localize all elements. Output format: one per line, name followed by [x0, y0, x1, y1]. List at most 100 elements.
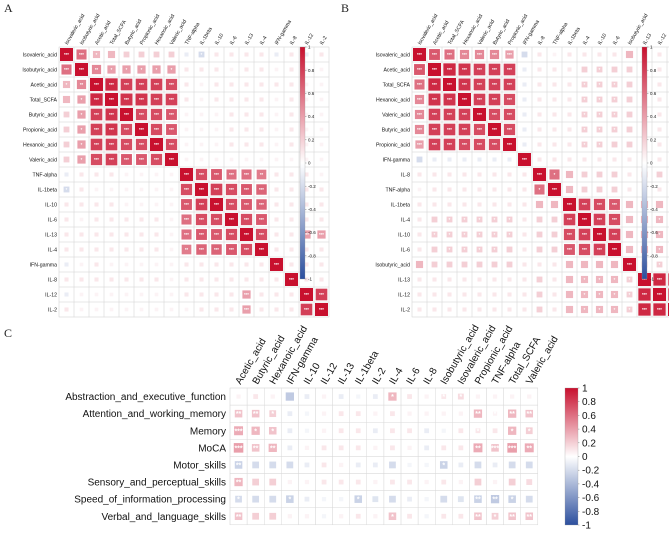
- heatmap-cell: [441, 513, 447, 519]
- significance-mark: ***: [642, 277, 647, 282]
- heatmap-cell: [94, 217, 99, 222]
- heatmap-cell: [443, 93, 456, 106]
- heatmap-cell: [77, 110, 86, 119]
- significance-mark: ***: [184, 232, 189, 237]
- heatmap-cell: [304, 187, 309, 192]
- heatmap-cell: [503, 108, 516, 121]
- heatmap-cell: [304, 217, 309, 222]
- heatmap-cell: [653, 273, 666, 286]
- heatmap-cell: [79, 217, 84, 222]
- heatmap-cell: [64, 262, 69, 267]
- heatmap-cell: [473, 108, 486, 121]
- significance-mark: ***: [492, 82, 497, 87]
- significance-mark: *: [141, 67, 143, 72]
- heatmap-cell: [447, 202, 452, 207]
- significance-mark: ***: [612, 232, 617, 237]
- significance-mark: ***: [199, 217, 204, 222]
- heatmap-cell: [94, 172, 99, 177]
- heatmap-cell: [251, 444, 260, 452]
- heatmap-cell: [656, 171, 663, 178]
- significance-mark: ***: [244, 232, 249, 237]
- heatmap-cell: [626, 276, 633, 283]
- heatmap-cell: [64, 202, 69, 207]
- heatmap-cell: [491, 261, 498, 268]
- heatmap-cell: [135, 138, 148, 151]
- heatmap-cell: [289, 307, 294, 312]
- significance-mark: ***: [491, 445, 499, 452]
- heatmap-cell: [596, 81, 603, 88]
- row-label: IL-10: [398, 232, 410, 238]
- heatmap-cell: [355, 462, 361, 468]
- heatmap-cell: [289, 247, 294, 252]
- significance-mark: ***: [94, 157, 99, 162]
- heatmap-cell: [443, 78, 456, 91]
- row-label: IL-6: [48, 217, 57, 223]
- significance-mark: ***: [199, 172, 204, 177]
- heatmap-cell: [503, 78, 516, 91]
- heatmap-cell: [428, 138, 441, 151]
- significance-mark: ***: [507, 142, 512, 147]
- heatmap-cell: [79, 247, 84, 252]
- heatmap-cell: [304, 82, 309, 87]
- heatmap-cell: [552, 277, 557, 282]
- significance-mark: ***: [154, 97, 159, 102]
- heatmap-cell: [259, 97, 264, 102]
- heatmap-cell: [389, 461, 396, 469]
- significance-mark: ***: [537, 172, 542, 177]
- heatmap-cell: [244, 52, 249, 57]
- legend-tick-label: 1: [308, 45, 311, 50]
- heatmap-cell: [79, 172, 84, 177]
- significance-mark: ***: [244, 217, 249, 222]
- heatmap-cell: [522, 97, 527, 102]
- heatmap-cell: [417, 217, 422, 222]
- heatmap-cell: [492, 411, 498, 416]
- heatmap-cell: [417, 172, 422, 177]
- column-label: IL-4: [582, 35, 592, 46]
- heatmap-cell: [79, 232, 84, 237]
- heatmap-cell: [473, 443, 483, 453]
- heatmap-cell: [474, 461, 482, 469]
- heatmap-cell: [124, 217, 129, 222]
- heatmap-cell: [139, 217, 144, 222]
- heatmap-cell: [522, 307, 527, 312]
- heatmap-cell-border: [313, 301, 330, 318]
- heatmap-cell: [94, 262, 99, 267]
- heatmap-cell: [285, 273, 298, 286]
- heatmap-cell-border: [666, 181, 669, 198]
- heatmap-cell: [477, 202, 482, 207]
- significance-mark: ***: [214, 187, 219, 192]
- heatmap-cell: [507, 157, 512, 162]
- heatmap-cell: [63, 126, 70, 133]
- heatmap-cell: [135, 108, 148, 121]
- heatmap-cell: [446, 216, 453, 223]
- heatmap-cell: [242, 305, 251, 314]
- heatmap-cell: [199, 112, 204, 117]
- heatmap-cell: [315, 303, 328, 316]
- heatmap-cell: [195, 198, 208, 211]
- heatmap-cell: [656, 261, 663, 268]
- heatmap-cell: [595, 260, 604, 269]
- significance-mark: ***: [274, 262, 279, 267]
- heatmap-cell: [440, 495, 448, 503]
- heatmap-cell: [234, 512, 243, 521]
- heatmap-cell: [199, 277, 204, 282]
- significance-mark: ***: [432, 67, 437, 72]
- heatmap-cell: [610, 305, 619, 314]
- heatmap-cell: [372, 394, 378, 399]
- heatmap-cell: [492, 292, 497, 297]
- heatmap-cell: [551, 231, 558, 238]
- heatmap-cell: [304, 514, 310, 519]
- heatmap-cell: [61, 64, 72, 75]
- heatmap-cell: [319, 142, 324, 147]
- heatmap-cell: [304, 428, 310, 433]
- significance-mark: ***: [94, 142, 99, 147]
- heatmap-cell: [407, 496, 412, 502]
- heatmap-cell: [184, 142, 189, 147]
- heatmap-cell: [536, 306, 543, 313]
- heatmap-cell: [503, 123, 516, 136]
- row-label: IL-12: [45, 292, 57, 298]
- heatmap-cell: [240, 243, 253, 256]
- heatmap-cell: [166, 109, 177, 120]
- legend-tick-label: -0.8: [650, 253, 658, 258]
- significance-mark: *: [449, 232, 451, 237]
